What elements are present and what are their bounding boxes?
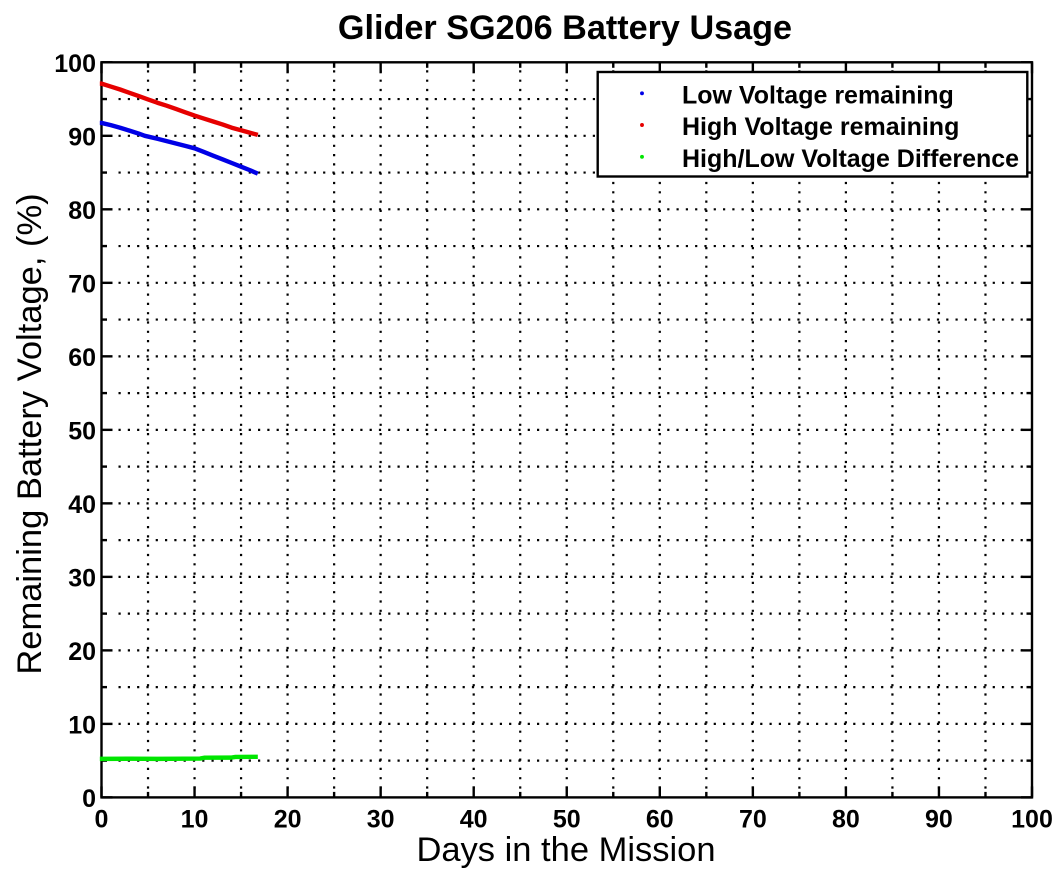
svg-text:High Voltage remaining: High Voltage remaining bbox=[682, 113, 959, 141]
svg-text:90: 90 bbox=[925, 806, 953, 834]
svg-text:60: 60 bbox=[68, 344, 96, 372]
svg-text:20: 20 bbox=[68, 638, 96, 666]
svg-text:80: 80 bbox=[832, 806, 860, 834]
svg-text:70: 70 bbox=[739, 806, 767, 834]
svg-text:40: 40 bbox=[68, 491, 96, 519]
svg-text:50: 50 bbox=[553, 806, 581, 834]
svg-text:0: 0 bbox=[82, 785, 96, 813]
svg-text:50: 50 bbox=[68, 417, 96, 445]
svg-text:Days in the Mission: Days in the Mission bbox=[416, 831, 715, 869]
svg-text:High/Low Voltage Difference: High/Low Voltage Difference bbox=[682, 145, 1019, 173]
svg-text:30: 30 bbox=[68, 564, 96, 592]
svg-text:70: 70 bbox=[68, 270, 96, 298]
svg-text:10: 10 bbox=[181, 806, 209, 834]
svg-text:100: 100 bbox=[54, 50, 96, 78]
svg-text:90: 90 bbox=[68, 123, 96, 151]
svg-text:20: 20 bbox=[274, 806, 302, 834]
svg-text:80: 80 bbox=[68, 197, 96, 225]
svg-text:40: 40 bbox=[460, 806, 488, 834]
svg-text:Remaining Battery Voltage, (%): Remaining Battery Voltage, (%) bbox=[11, 193, 49, 674]
svg-text:Low Voltage remaining: Low Voltage remaining bbox=[682, 81, 954, 109]
svg-text:10: 10 bbox=[68, 711, 96, 739]
svg-text:Glider SG206 Battery Usage: Glider SG206 Battery Usage bbox=[338, 9, 792, 47]
svg-text:100: 100 bbox=[1011, 806, 1053, 834]
svg-text:30: 30 bbox=[367, 806, 395, 834]
svg-text:0: 0 bbox=[95, 806, 109, 834]
svg-text:60: 60 bbox=[646, 806, 674, 834]
